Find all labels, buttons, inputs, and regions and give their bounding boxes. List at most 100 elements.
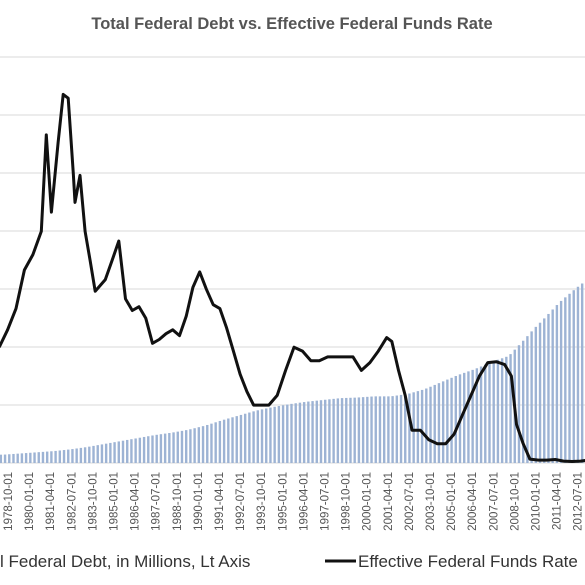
debt-bar	[374, 396, 377, 463]
debt-bar	[437, 383, 441, 463]
x-tick-label: 1998-10-01	[341, 472, 353, 531]
debt-bar	[260, 409, 264, 463]
debt-bar	[526, 336, 529, 463]
debt-bar	[361, 397, 365, 463]
debt-bar	[130, 439, 133, 463]
debt-bar	[366, 396, 369, 463]
debt-bar	[210, 423, 213, 463]
x-tick-label: 2002-07-01	[404, 472, 416, 531]
debt-bar	[412, 392, 415, 463]
debt-bar	[281, 405, 285, 463]
debt-bar	[176, 431, 179, 463]
x-tick-label: 2001-04-01	[383, 472, 395, 531]
debt-bar	[315, 400, 318, 463]
debt-bar	[222, 419, 226, 463]
debt-bar	[239, 414, 243, 463]
debt-bar	[307, 401, 310, 463]
debt-bar	[580, 283, 584, 463]
x-tick-label: 1990-01-01	[193, 472, 205, 531]
debt-bar	[568, 293, 571, 463]
x-tick-label: 1986-04-01	[130, 472, 142, 531]
debt-bar	[92, 445, 95, 463]
debt-bar	[572, 290, 575, 463]
debt-bar	[248, 412, 251, 463]
debt-bar	[71, 449, 74, 463]
debt-bar	[286, 404, 289, 463]
debt-bar	[62, 450, 66, 463]
debt-bar	[555, 305, 559, 463]
debt-bar	[117, 441, 120, 463]
debt-bar	[319, 400, 323, 463]
x-tick-label: 2003-10-01	[425, 472, 437, 531]
debt-bar	[551, 309, 554, 463]
debt-bar	[45, 451, 49, 463]
debt-bar	[41, 451, 45, 463]
debt-bar	[235, 416, 238, 463]
legend-label-funds-rate: Effective Federal Funds Rate	[358, 552, 578, 571]
debt-bar	[505, 356, 508, 463]
x-tick-label: 1991-04-01	[214, 472, 226, 531]
debt-bar	[370, 396, 373, 463]
debt-bar	[256, 410, 260, 463]
debt-bar	[534, 326, 538, 463]
debt-bar	[500, 358, 504, 463]
x-tick-label: 1996-04-01	[298, 472, 310, 531]
debt-bar	[521, 340, 525, 463]
x-tick-label: 2010-01-01	[531, 472, 543, 531]
x-tick-label: 1985-01-01	[109, 472, 121, 531]
debt-bar	[104, 443, 108, 463]
x-tick-label: 1997-07-01	[320, 472, 332, 531]
debt-bar	[193, 428, 196, 463]
x-tick-label: 2012-07-01	[573, 472, 585, 531]
debt-bar	[475, 368, 479, 463]
debt-bar	[151, 435, 154, 463]
debt-bar	[298, 402, 302, 463]
debt-bar	[243, 413, 247, 463]
debt-bar	[538, 322, 542, 463]
debt-bar	[155, 434, 158, 463]
debt-bar	[332, 398, 335, 463]
debt-bar	[446, 379, 449, 463]
debt-bar	[488, 362, 491, 463]
debt-bar	[33, 452, 36, 463]
x-tick-label: 2008-10-01	[509, 472, 521, 531]
debt-bar	[382, 396, 386, 463]
x-tick-label: 1982-07-01	[66, 472, 78, 531]
debt-bar	[79, 447, 83, 463]
debt-bar	[138, 437, 142, 463]
x-tick-label: 1988-10-01	[172, 472, 184, 531]
debt-bar	[484, 364, 487, 463]
debt-bar	[328, 399, 331, 463]
debt-bar	[353, 397, 356, 463]
debt-bar	[37, 452, 40, 463]
x-tick-label: 2005-01-01	[446, 472, 458, 531]
debt-bar	[559, 300, 563, 463]
debt-bar	[54, 450, 57, 463]
debt-bar	[75, 448, 78, 463]
debt-bar	[576, 286, 580, 463]
debt-bar	[172, 432, 175, 463]
debt-bar	[50, 451, 53, 463]
debt-bar	[20, 453, 24, 463]
debt-bar	[58, 450, 62, 463]
x-tick-label: 1983-10-01	[87, 472, 99, 531]
debt-bar	[433, 384, 436, 463]
debt-bar	[463, 372, 466, 463]
debt-bar	[0, 454, 3, 463]
debt-bar	[349, 397, 352, 463]
debt-bar	[294, 403, 297, 463]
debt-bar	[88, 446, 91, 463]
debt-bar	[83, 447, 87, 463]
debt-bar	[252, 411, 255, 463]
debt-bar	[168, 433, 171, 463]
debt-bar	[163, 433, 167, 463]
debt-bar	[441, 381, 445, 463]
debt-bar	[324, 399, 327, 463]
debt-bar	[269, 407, 272, 463]
debt-bar	[395, 395, 399, 463]
x-axis-tick-labels: 1978-10-01 1980-01-01 1981-04-01 1982-07-01…	[3, 472, 585, 531]
debt-bar	[496, 359, 500, 463]
debt-bar	[509, 354, 512, 463]
debt-bar	[450, 377, 453, 463]
